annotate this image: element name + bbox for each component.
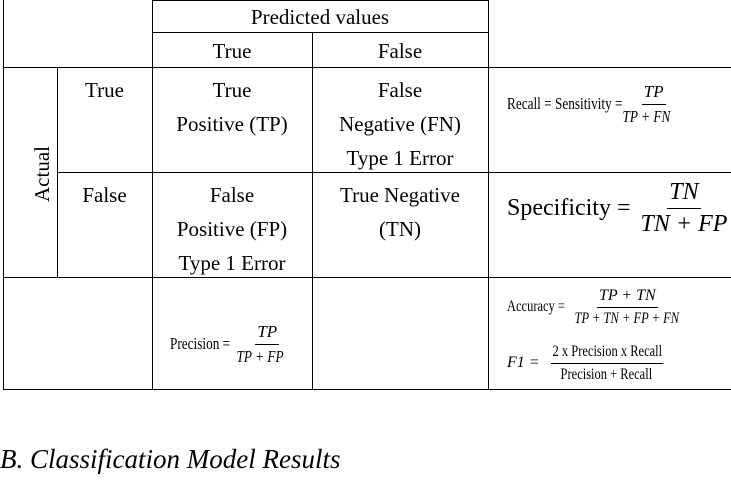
- header-bottom-border: [3, 67, 731, 69]
- tn-cell-line1: True Negative: [340, 183, 460, 207]
- fp-cell-line3: Type 1 Error: [178, 251, 286, 275]
- recall-formula: Recall = Sensitivity = TP TP + FN: [507, 74, 689, 134]
- fn-cell-line3: Type 1 Error: [346, 146, 454, 170]
- fp-cell-line1: False: [209, 183, 255, 207]
- actual-true-label: True: [85, 78, 124, 102]
- specificity-numerator: TN: [667, 179, 701, 209]
- row-divider-metrics: [3, 277, 731, 279]
- tp-cell-line2: Positive (TP): [176, 112, 288, 136]
- f1-lhs: F1 =: [507, 354, 540, 371]
- accuracy-denominator: TP + TN + FP + FN: [574, 309, 680, 327]
- predicted-false-header: False: [377, 39, 423, 63]
- specificity-lhs: Specificity =: [507, 194, 631, 221]
- fn-cell-line2: Negative (FN): [339, 112, 461, 136]
- accuracy-numerator: TP + TN: [596, 287, 658, 308]
- actual-axis-label: Actual: [30, 146, 54, 202]
- actual-column-divider: [57, 67, 59, 278]
- table-border-top: [152, 0, 488, 2]
- precision-numerator: TP: [255, 322, 280, 345]
- accuracy-fraction: TP + TN TP + TN + FP + FN: [573, 287, 681, 328]
- recall-denominator: TP + FN: [622, 106, 671, 126]
- true-false-column-divider: [312, 32, 314, 390]
- formula-column-divider: [488, 0, 490, 390]
- table-border-bottom: [3, 389, 731, 391]
- label-column-divider: [152, 0, 154, 390]
- f1-numerator: 2 x Precision x Recall: [550, 343, 664, 364]
- table-border-left: [3, 0, 5, 390]
- section-heading: B. Classification Model Results: [0, 444, 341, 474]
- predicted-header-divider: [152, 32, 488, 34]
- row-divider-true-false: [57, 172, 731, 174]
- fp-cell-line2: Positive (FP): [176, 217, 288, 241]
- predicted-true-header: True: [212, 39, 252, 63]
- precision-fraction: TP TP + FP: [235, 322, 299, 367]
- accuracy-formula: Accuracy = TP + TN TP + TN + FP + FN: [507, 281, 684, 333]
- specificity-fraction: TN TN + FP: [639, 179, 730, 238]
- precision-formula: Precision = TP TP + FP: [170, 314, 302, 374]
- f1-formula: F1 = 2 x Precision x Recall Precision + …: [507, 337, 664, 389]
- f1-fraction: 2 x Precision x Recall Precision + Recal…: [550, 343, 664, 384]
- predicted-values-header: Predicted values: [250, 5, 390, 29]
- accuracy-lhs: Accuracy =: [507, 298, 565, 315]
- fn-cell-line1: False: [377, 78, 423, 102]
- tp-cell-line1: True: [212, 78, 252, 102]
- precision-denominator: TP + FP: [236, 346, 284, 366]
- tn-cell-line2: (TN): [379, 217, 421, 241]
- recall-fraction: TP TP + FN: [621, 82, 686, 127]
- specificity-denominator: TN + FP: [640, 210, 728, 237]
- recall-numerator: TP: [641, 82, 666, 105]
- precision-lhs: Precision =: [170, 334, 231, 353]
- specificity-formula: Specificity = TN TN + FP: [507, 178, 731, 238]
- actual-false-label: False: [82, 183, 127, 207]
- f1-denominator: Precision + Recall: [560, 365, 653, 383]
- recall-lhs: Recall = Sensitivity =: [507, 94, 623, 113]
